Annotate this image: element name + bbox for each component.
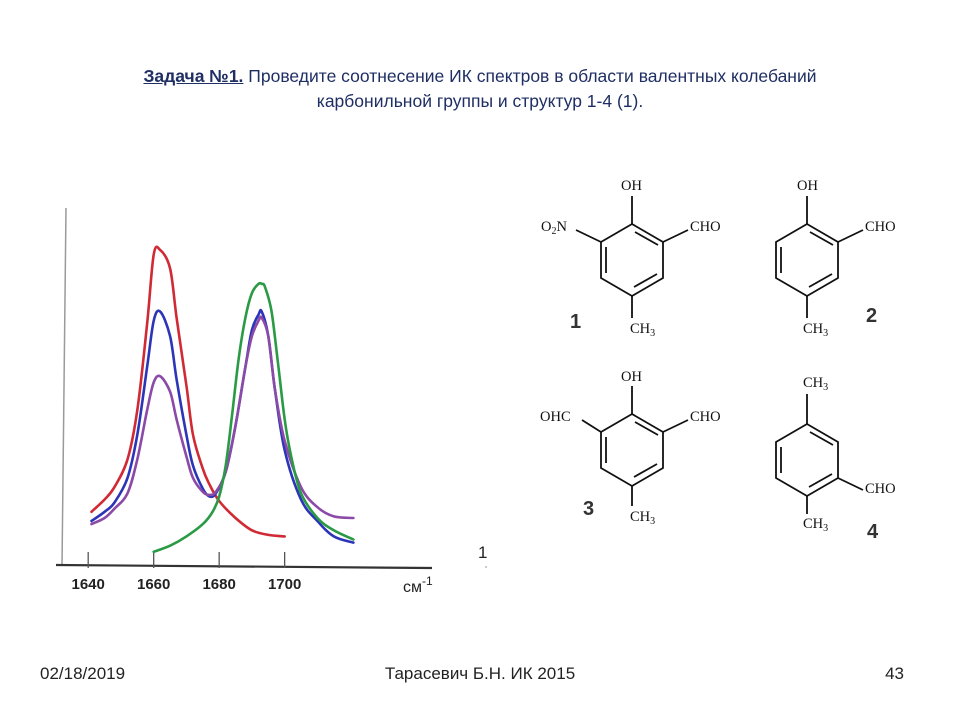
x-tick-label: 1680 xyxy=(202,576,235,593)
ir-spectrum-chart: 1640 1660 1680 1700 см-1 1 xyxy=(55,207,487,596)
s4-top-ch3: CH3 xyxy=(803,375,828,393)
spectrum-marker-label: 1 xyxy=(478,543,487,562)
x-tick-label: 1660 xyxy=(137,576,170,593)
s1-top-oh: OH xyxy=(621,178,642,194)
x-axis xyxy=(55,563,433,570)
structure-number-4: 4 xyxy=(867,521,879,543)
spectrum-curve-3 xyxy=(90,315,355,526)
footer-date: 02/18/2019 xyxy=(40,664,126,683)
task-text: Проведите соотнесение ИК спектров в обла… xyxy=(243,66,817,86)
s1-bottom-ch3: CH3 xyxy=(630,321,655,339)
s2-right-cho: CHO xyxy=(865,219,896,235)
slide-title: Задача №1. Проведите соотнесение ИК спек… xyxy=(40,64,920,114)
s3-top-oh: OH xyxy=(621,369,642,385)
structure-number-1: 1 xyxy=(570,311,581,333)
x-ticks: 1640 1660 1680 1700 xyxy=(72,552,301,593)
task-label: Задача №1. xyxy=(143,66,244,86)
s3-bottom-ch3: CH3 xyxy=(630,509,655,527)
structure-4 xyxy=(775,394,864,514)
x-axis-label: см-1 xyxy=(403,574,433,596)
s4-bottom-ch3: CH3 xyxy=(803,516,828,534)
structure-number-3: 3 xyxy=(583,498,594,520)
s1-nitro-group: O2N xyxy=(541,219,567,237)
structure-1 xyxy=(575,196,689,318)
spectrum-curve-2 xyxy=(90,308,355,544)
s2-bottom-ch3: CH3 xyxy=(803,321,828,339)
y-axis xyxy=(61,207,67,567)
task-text-line2: карбонильной группы и структур 1-4 (1). xyxy=(316,91,644,111)
structure-2 xyxy=(775,196,864,318)
spectrum-curve-4 xyxy=(152,281,355,554)
structure-number-2: 2 xyxy=(866,305,877,327)
footer-page-number: 43 xyxy=(885,664,904,683)
s3-right-cho: CHO xyxy=(690,409,721,425)
structure-3 xyxy=(581,386,689,506)
x-tick-label: 1700 xyxy=(268,576,301,593)
s2-top-oh: OH xyxy=(797,178,818,194)
spectrum-curve-1 xyxy=(90,245,286,538)
spectrum-curves xyxy=(90,245,355,554)
footer-author: Тарасевич Б.Н. ИК 2015 xyxy=(384,664,576,683)
s1-right-cho: CHO xyxy=(690,219,721,235)
s3-left-ohc: OHC xyxy=(540,409,571,425)
s4-right-cho: CHO xyxy=(865,481,896,497)
x-tick-label: 1640 xyxy=(72,576,105,593)
